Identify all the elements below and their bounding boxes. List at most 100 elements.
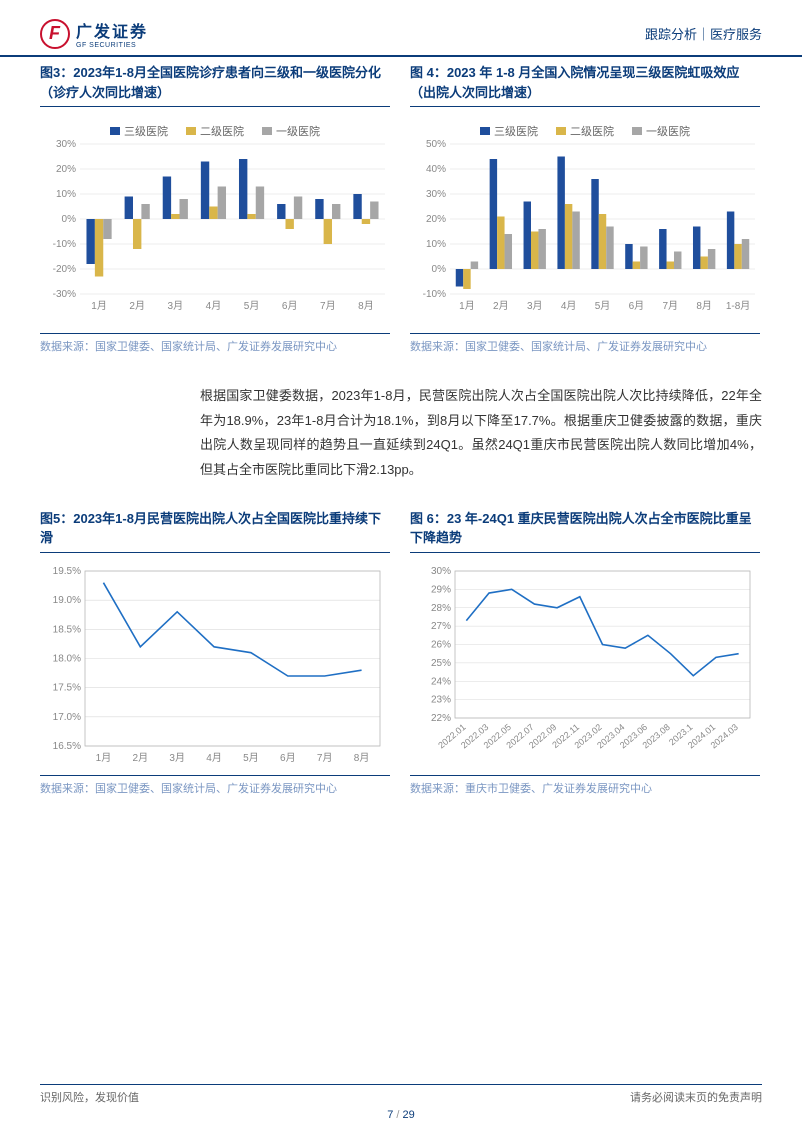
chart6-source: 数据来源：重庆市卫健委、广发证券发展研究中心 xyxy=(410,775,760,796)
svg-text:2月: 2月 xyxy=(493,300,509,312)
svg-text:7月: 7月 xyxy=(662,300,678,312)
chart-row-2: 16.5% 17.0% 17.5% 18.0% 18.5% 19.0% 19.5% 1月 2月 3… xyxy=(0,553,802,796)
chart4-title: 图 4：2023 年 1-8 月全国入院情况呈现三级医院虹吸效应（出院人次同比增… xyxy=(410,63,760,107)
svg-text:8月: 8月 xyxy=(354,752,370,764)
svg-text:7月: 7月 xyxy=(320,300,336,312)
header-category: 跟踪分析｜医疗服务 xyxy=(645,24,762,43)
svg-text:26%: 26% xyxy=(431,639,451,650)
svg-text:29%: 29% xyxy=(431,584,451,595)
svg-text:3月: 3月 xyxy=(168,300,184,312)
svg-text:0%: 0% xyxy=(432,264,447,275)
page-total: 29 xyxy=(403,1109,415,1121)
svg-text:2月: 2月 xyxy=(129,300,145,312)
svg-text:10%: 10% xyxy=(56,189,76,200)
svg-text:6月: 6月 xyxy=(280,752,296,764)
svg-text:1月: 1月 xyxy=(91,300,107,312)
legend-swatch xyxy=(556,127,566,135)
chart6: 22%23%24%25%26%27%28%29%30%2022.012022.0… xyxy=(410,561,760,796)
page-current: 7 xyxy=(387,1109,393,1121)
svg-text:4月: 4月 xyxy=(561,300,577,312)
svg-text:19.0%: 19.0% xyxy=(53,595,81,606)
legend-item: 三级医院 xyxy=(480,123,538,139)
page-footer: 识别风险，发现价值 请务必阅读末页的免责声明 7 / 29 xyxy=(0,1076,802,1133)
chart4-legend: 三级医院 二级医院 一级医院 xyxy=(410,115,760,139)
svg-text:5月: 5月 xyxy=(243,752,259,764)
chart-title-row-1: 图3：2023年1-8月全国医院诊疗患者向三级和一级医院分化（诊疗人次同比增速）… xyxy=(0,57,802,107)
svg-text:5月: 5月 xyxy=(244,300,260,312)
svg-text:8月: 8月 xyxy=(358,300,374,312)
legend-item: 三级医院 xyxy=(110,123,168,139)
logo-cn: 广发证券 xyxy=(76,18,148,42)
chart3-svg: -30%-20%-10%0%10%20%30%1月2月3月4月5月6月7月8月 xyxy=(40,139,390,314)
svg-text:30%: 30% xyxy=(431,566,451,577)
page-number: 7 / 29 xyxy=(40,1105,762,1121)
chart5-svg: 16.5% 17.0% 17.5% 18.0% 18.5% 19.0% 19.5% 1月 2月 3… xyxy=(40,561,390,766)
svg-text:23%: 23% xyxy=(431,694,451,705)
chart4: 三级医院二级医院一级医院 -10%0%10%20%30%40%50%1月2月3月… xyxy=(410,115,760,354)
chart5-source: 数据来源：国家卫健委、国家统计局、广发证券发展研究中心 xyxy=(40,775,390,796)
svg-text:18.5%: 18.5% xyxy=(53,624,81,635)
svg-text:0%: 0% xyxy=(62,214,77,225)
svg-text:16.5%: 16.5% xyxy=(53,741,81,752)
legend-swatch xyxy=(186,127,196,135)
legend-item: 二级医院 xyxy=(556,123,614,139)
legend-swatch xyxy=(632,127,642,135)
chart5-title: 图5：2023年1-8月民营医院出院人次占全国医院比重持续下滑 xyxy=(40,509,390,553)
chart-title-row-2: 图5：2023年1-8月民营医院出院人次占全国医院比重持续下滑 图 6：23 年… xyxy=(0,503,802,553)
svg-text:-30%: -30% xyxy=(53,289,76,300)
svg-text:1月: 1月 xyxy=(96,752,112,764)
svg-text:1月: 1月 xyxy=(459,300,475,312)
chart3-title: 图3：2023年1-8月全国医院诊疗患者向三级和一级医院分化（诊疗人次同比增速） xyxy=(40,63,390,107)
svg-text:4月: 4月 xyxy=(206,752,222,764)
legend-item: 一级医院 xyxy=(632,123,690,139)
legend-label: 三级医院 xyxy=(124,123,168,139)
svg-text:7月: 7月 xyxy=(317,752,333,764)
chart4-source: 数据来源：国家卫健委、国家统计局、广发证券发展研究中心 xyxy=(410,333,760,354)
legend-label: 二级医院 xyxy=(570,123,614,139)
legend-swatch xyxy=(480,127,490,135)
chart-row-1: 三级医院 二级医院 一级医院 -30% -20% -10% 0% 10% 20% 30% 1月 2月… xyxy=(0,107,802,354)
logo-text: 广发证券 GF SECURITIES xyxy=(76,18,148,49)
svg-text:50%: 50% xyxy=(426,139,446,150)
legend-item: 一级医院 xyxy=(262,123,320,139)
svg-text:17.5%: 17.5% xyxy=(53,682,81,693)
chart3-source: 数据来源：国家卫健委、国家统计局、广发证券发展研究中心 xyxy=(40,333,390,354)
svg-text:25%: 25% xyxy=(431,658,451,669)
svg-text:3月: 3月 xyxy=(169,752,185,764)
legend-swatch xyxy=(262,127,272,135)
svg-text:19.5%: 19.5% xyxy=(53,566,81,577)
footer-right: 请务必阅读末页的免责声明 xyxy=(630,1089,762,1105)
legend-label: 一级医院 xyxy=(646,123,690,139)
footer-left: 识别风险，发现价值 xyxy=(40,1089,139,1105)
svg-text:10%: 10% xyxy=(426,239,446,250)
svg-text:27%: 27% xyxy=(431,621,451,632)
svg-text:2月: 2月 xyxy=(133,752,149,764)
svg-text:17.0%: 17.0% xyxy=(53,712,81,723)
chart6-title: 图 6：23 年-24Q1 重庆民营医院出院人次占全市医院比重呈下降趋势 xyxy=(410,509,760,553)
footer-row: 识别风险，发现价值 请务必阅读末页的免责声明 xyxy=(40,1085,762,1105)
svg-text:4月: 4月 xyxy=(206,300,222,312)
svg-text:40%: 40% xyxy=(426,164,446,175)
svg-text:-20%: -20% xyxy=(53,264,76,275)
svg-text:5月: 5月 xyxy=(595,300,611,312)
legend-label: 二级医院 xyxy=(200,123,244,139)
logo-icon xyxy=(40,19,70,49)
logo-en: GF SECURITIES xyxy=(76,42,148,49)
svg-text:8月: 8月 xyxy=(696,300,712,312)
svg-text:3月: 3月 xyxy=(527,300,543,312)
svg-text:-10%: -10% xyxy=(423,289,446,300)
svg-text:30%: 30% xyxy=(426,189,446,200)
body-paragraph: 根据国家卫健委数据，2023年1-8月，民营医院出院人次占全国医院出院人次比持续… xyxy=(0,354,802,503)
svg-text:-10%: -10% xyxy=(53,239,76,250)
svg-text:20%: 20% xyxy=(56,164,76,175)
legend-label: 三级医院 xyxy=(494,123,538,139)
svg-text:18.0%: 18.0% xyxy=(53,653,81,664)
page-header: 广发证券 GF SECURITIES 跟踪分析｜医疗服务 xyxy=(0,0,802,57)
svg-text:24%: 24% xyxy=(431,676,451,687)
svg-text:6月: 6月 xyxy=(282,300,298,312)
chart4-svg: -10%0%10%20%30%40%50%1月2月3月4月5月6月7月8月1-8… xyxy=(410,139,760,314)
chart3-legend: 三级医院 二级医院 一级医院 xyxy=(40,115,390,139)
legend-label: 一级医院 xyxy=(276,123,320,139)
chart5: 16.5% 17.0% 17.5% 18.0% 18.5% 19.0% 19.5% 1月 2月 3… xyxy=(40,561,390,796)
logo: 广发证券 GF SECURITIES xyxy=(40,18,148,49)
